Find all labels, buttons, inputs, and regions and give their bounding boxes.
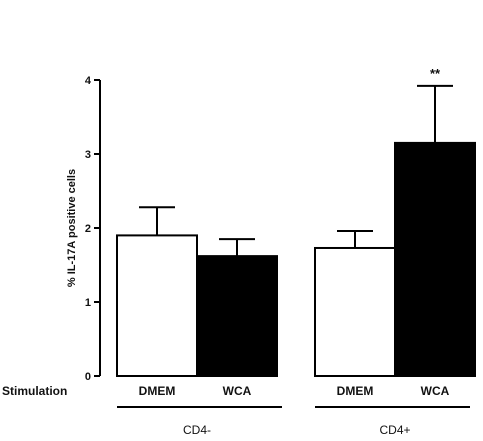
group-label: CD4+ <box>379 423 410 437</box>
category-label: DMEM <box>337 384 374 398</box>
bar <box>314 246 396 377</box>
bars <box>116 141 476 377</box>
y-tick-label: 2 <box>85 223 91 235</box>
y-tick-label: 4 <box>85 75 92 87</box>
y-tick-label: 3 <box>85 149 91 161</box>
significance-marker: ** <box>430 66 441 81</box>
y-tick-label: 1 <box>85 297 91 309</box>
category-labels: DMEM WCA CD4- DMEM WCA CD4+ <box>117 384 470 437</box>
bar <box>116 234 198 377</box>
y-axis-ticks: 0 1 2 3 4 <box>85 75 100 383</box>
category-label: WCA <box>223 384 252 398</box>
y-axis-label: % IL-17A positive cells <box>66 169 78 287</box>
group-label: CD4- <box>183 423 211 437</box>
y-tick-label: 0 <box>85 371 91 383</box>
error-bars: ** <box>139 66 453 257</box>
stimulation-row-label: Stimulation <box>2 384 67 398</box>
bar <box>394 141 476 377</box>
category-label: DMEM <box>139 384 176 398</box>
bar <box>196 255 278 377</box>
category-label: WCA <box>421 384 450 398</box>
